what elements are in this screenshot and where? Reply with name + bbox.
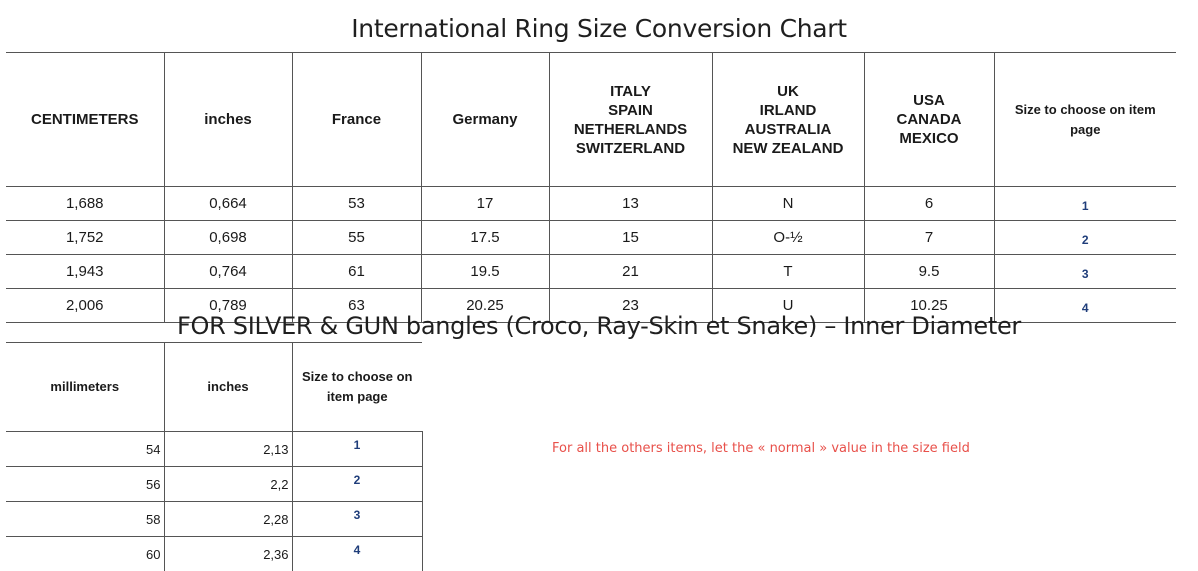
table-cell: 2,13 [164,432,292,467]
column-header: inches [164,53,292,187]
chart-title: International Ring Size Conversion Chart [0,12,1198,46]
table-cell: 7 [864,221,994,255]
table-cell: N [712,187,864,221]
size-choice-cell: 1 [292,432,422,467]
table-cell: 0,698 [164,221,292,255]
table-cell: 0,664 [164,187,292,221]
table-cell: 0,764 [164,255,292,289]
table-cell: 21 [549,255,712,289]
size-choice-cell: 4 [292,537,422,571]
table-cell: 58 [6,502,164,537]
table-cell: T [712,255,864,289]
column-header: France [292,53,421,187]
table-cell: 2,36 [164,537,292,571]
column-header: Germany [421,53,549,187]
bangle-section-title: FOR SILVER & GUN bangles (Croco, Ray-Ski… [0,310,1198,342]
table-cell: 6 [864,187,994,221]
table-cell: 53 [292,187,421,221]
table-cell: 1,688 [6,187,164,221]
table-cell: 1,752 [6,221,164,255]
table-cell: 17 [421,187,549,221]
size-choice-cell: 3 [994,255,1176,289]
table-cell: 9.5 [864,255,994,289]
table-cell: 13 [549,187,712,221]
table-cell: 56 [6,467,164,502]
table-cell: 55 [292,221,421,255]
table-cell: 19.5 [421,255,549,289]
size-choice-cell: 2 [292,467,422,502]
table-cell: 1,943 [6,255,164,289]
table-cell: 61 [292,255,421,289]
size-choice-cell: 3 [292,502,422,537]
column-header: Size to choose on item page [994,53,1176,187]
column-header: inches [164,343,292,432]
size-choice-cell: 2 [994,221,1176,255]
column-header: millimeters [6,343,164,432]
column-header: CENTIMETERS [6,53,164,187]
table-cell: 15 [549,221,712,255]
table-cell: 60 [6,537,164,571]
table-cell: 2,28 [164,502,292,537]
table-cell: 54 [6,432,164,467]
size-choice-cell: 1 [994,187,1176,221]
size-field-note: For all the others items, let the « norm… [552,441,970,456]
table-cell: 17.5 [421,221,549,255]
table-cell: O-½ [712,221,864,255]
table-cell: 2,2 [164,467,292,502]
column-header: Size to choose on item page [292,343,422,432]
